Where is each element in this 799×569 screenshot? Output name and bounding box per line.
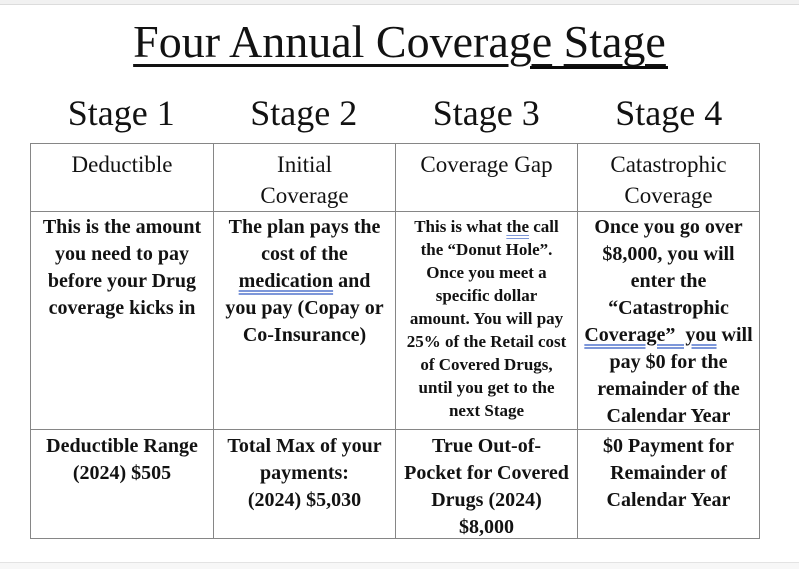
table-amount-cell-stage2: Total Max of your payments: (2024) $5,03… <box>213 429 395 538</box>
coverage-table: Deductible Initial Coverage Coverage Gap… <box>30 143 760 539</box>
table-description-cell-stage2: The plan pays the cost of the medication… <box>213 211 395 429</box>
table-header-cell-initial-coverage: Initial Coverage <box>213 144 395 211</box>
grammar-underlined-text: medication <box>238 270 334 292</box>
table-header-cell-deductible: Deductible <box>71 152 173 177</box>
slide-title: Four Annual Coverage Stage <box>0 16 799 69</box>
table-description-cell-stage3: This is what the call the “Donut Hole”. … <box>395 211 577 429</box>
plain-text: This is what <box>414 217 507 236</box>
table-amount-cell-stage3: True Out-of- Pocket for Covered Drugs (2… <box>395 429 577 538</box>
table-description-cell-stage1: This is the amount you need to pay befor… <box>31 211 213 429</box>
plain-text: Once you go over $8,000, you will enter … <box>594 216 743 319</box>
slide-title-part1: Four Annual Coverage <box>133 16 553 67</box>
slide-title-space <box>552 16 564 67</box>
plain-text: The plan pays the cost of the <box>228 216 381 265</box>
grammar-underlined-text: the <box>506 217 530 236</box>
stage-header-row: Stage 1 Stage 2 Stage 3 Stage 4 <box>30 88 760 138</box>
plain-text: This is the amount you need to pay befor… <box>42 216 202 319</box>
stage-header-4: Stage 4 <box>615 93 723 133</box>
stage-header-3: Stage 3 <box>432 93 540 133</box>
stage-header-1: Stage 1 <box>67 93 175 133</box>
plain-text: will pay $0 for the remainder of the Cal… <box>597 324 753 427</box>
slide-title-part2: Stage <box>563 16 666 67</box>
app-bottom-edge <box>0 562 799 569</box>
grammar-underlined-text: Coverage” you <box>584 324 717 346</box>
stage-header-2: Stage 2 <box>250 93 358 133</box>
app-top-edge <box>0 0 799 5</box>
table-header-cell-catastrophic-coverage: Catastrophic Coverage <box>577 144 759 211</box>
plain-text: call the “Donut Hole”. Once you meet a s… <box>406 217 567 420</box>
table-header-cell-coverage-gap: Coverage Gap <box>395 144 577 211</box>
plain-text: and you pay (Copay or Co-Insurance) <box>225 270 384 346</box>
table-amount-cell-stage4: $0 Payment for Remainder of Calendar Yea… <box>577 429 759 538</box>
table-amount-cell-stage1: Deductible Range (2024) $505 <box>31 429 213 538</box>
table-description-cell-stage4: Once you go over $8,000, you will enter … <box>577 211 759 429</box>
